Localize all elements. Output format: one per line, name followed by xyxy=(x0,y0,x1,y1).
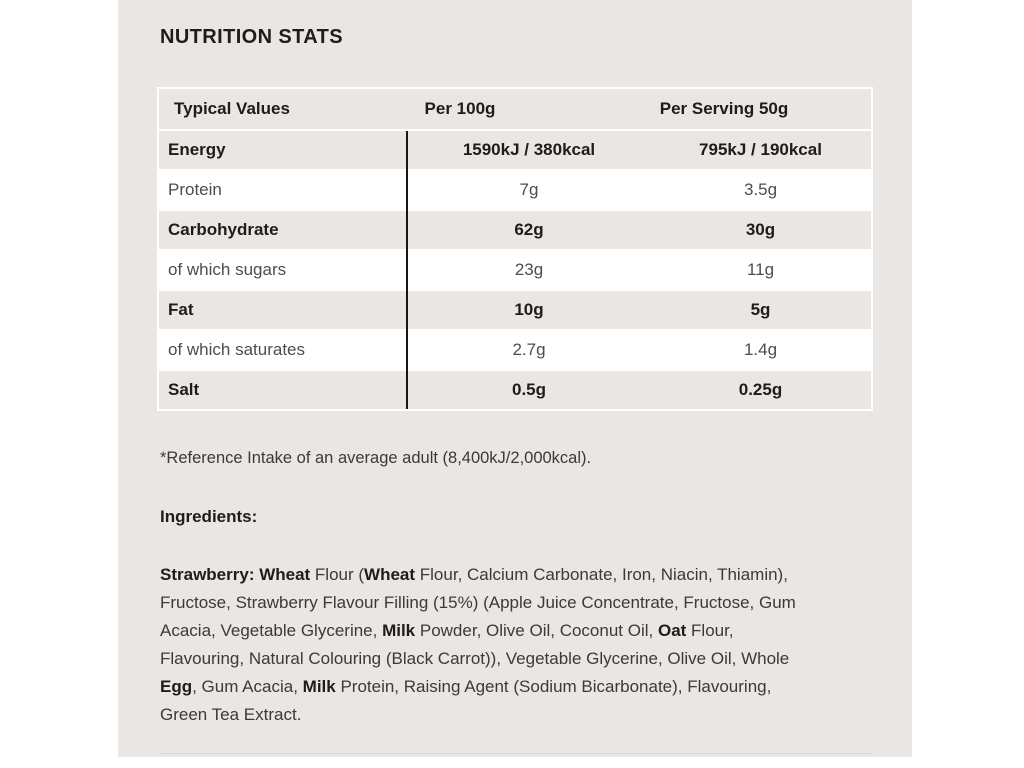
row-per-serving-value: 1.4g xyxy=(743,340,778,359)
ingredient-emphasis: Milk xyxy=(302,677,336,696)
ingredient-emphasis: Strawberry: Wheat xyxy=(160,565,311,584)
table-row: of which sugars 23g 11g xyxy=(159,251,871,291)
table-row: Energy 1590kJ / 380kcal 795kJ / 190kcal xyxy=(159,131,871,171)
ingredients-text: Strawberry: Wheat Flour (Wheat Flour, Ca… xyxy=(160,561,890,729)
ingredient-text: Powder, Olive Oil, Coconut Oil, xyxy=(415,621,658,640)
section-bottom-divider xyxy=(160,753,872,754)
row-per-serving-value: 0.25g xyxy=(738,380,783,399)
ingredient-emphasis: Milk xyxy=(382,621,416,640)
row-per-100g-value: 7g xyxy=(519,180,539,199)
ingredient-text: Flavouring, Natural Colouring (Black Car… xyxy=(160,649,790,668)
column-divider xyxy=(406,131,408,409)
ingredients-line: Strawberry: Wheat Flour (Wheat Flour, Ca… xyxy=(160,561,890,589)
table-body: Energy 1590kJ / 380kcal 795kJ / 190kcal Pro… xyxy=(159,131,871,409)
row-label: Carbohydrate xyxy=(168,220,279,239)
nutrition-table: Typical Values Per 100g Per Serving 50g … xyxy=(157,87,873,411)
table-header-row: Typical Values Per 100g Per Serving 50g xyxy=(159,89,871,131)
ingredient-text: Fructose, Strawberry Flavour Filling (15… xyxy=(160,593,796,612)
ingredient-emphasis: Oat xyxy=(657,621,687,640)
ingredients-line: Flavouring, Natural Colouring (Black Car… xyxy=(160,645,890,673)
row-label: Energy xyxy=(168,140,226,159)
ingredient-emphasis: Wheat xyxy=(364,565,416,584)
ingredient-text: Flour, Calcium Carbonate, Iron, Niacin, … xyxy=(415,565,788,584)
row-per-serving-value: 5g xyxy=(750,300,771,319)
row-per-100g-value: 23g xyxy=(514,260,544,279)
ingredients-line: Acacia, Vegetable Glycerine, Milk Powder… xyxy=(160,617,890,645)
table-row: Carbohydrate 62g 30g xyxy=(159,211,871,251)
column-header-per-100g: Per 100g xyxy=(424,99,496,118)
ingredient-text: Green Tea Extract. xyxy=(160,705,302,724)
ingredients-line: Green Tea Extract. xyxy=(160,701,890,729)
row-per-serving-value: 795kJ / 190kcal xyxy=(699,140,822,159)
row-per-100g-value: 2.7g xyxy=(512,340,546,359)
row-label: of which saturates xyxy=(168,340,306,359)
row-per-serving-value: 30g xyxy=(745,220,776,239)
ingredient-text: , Gum Acacia, xyxy=(192,677,303,696)
row-per-serving-value: 3.5g xyxy=(743,180,778,199)
row-per-100g-value: 10g xyxy=(514,300,544,319)
table-row: of which saturates 2.7g 1.4g xyxy=(159,331,871,371)
row-per-100g-value: 1590kJ / 380kcal xyxy=(462,140,596,159)
ingredient-text: Protein, Raising Agent (Sodium Bicarbona… xyxy=(335,677,772,696)
row-label: Protein xyxy=(168,180,222,199)
column-header-per-serving: Per Serving 50g xyxy=(659,99,789,118)
table-row: Salt 0.5g 0.25g xyxy=(159,371,871,409)
table-row: Protein 7g 3.5g xyxy=(159,171,871,211)
row-per-100g-value: 0.5g xyxy=(511,380,547,399)
ingredient-text: Flour ( xyxy=(310,565,365,584)
ingredients-line: Egg, Gum Acacia, Milk Protein, Raising A… xyxy=(160,673,890,701)
ingredients-line: Fructose, Strawberry Flavour Filling (15… xyxy=(160,589,890,617)
column-header-typical-values: Typical Values xyxy=(174,99,290,118)
row-label: Fat xyxy=(168,300,194,319)
ingredient-text: Acacia, Vegetable Glycerine, xyxy=(160,621,383,640)
row-per-100g-value: 62g xyxy=(514,220,544,239)
row-per-serving-value: 11g xyxy=(746,260,775,279)
ingredients-heading: Ingredients: xyxy=(160,507,258,526)
ingredient-emphasis: Egg xyxy=(160,677,193,696)
page-title: NUTRITION STATS xyxy=(160,26,344,48)
ingredient-text: Flour, xyxy=(686,621,734,640)
row-label: Salt xyxy=(168,380,200,399)
row-label: of which sugars xyxy=(168,260,287,279)
reference-note: *Reference Intake of an average adult (8… xyxy=(160,449,592,467)
table-row: Fat 10g 5g xyxy=(159,291,871,331)
